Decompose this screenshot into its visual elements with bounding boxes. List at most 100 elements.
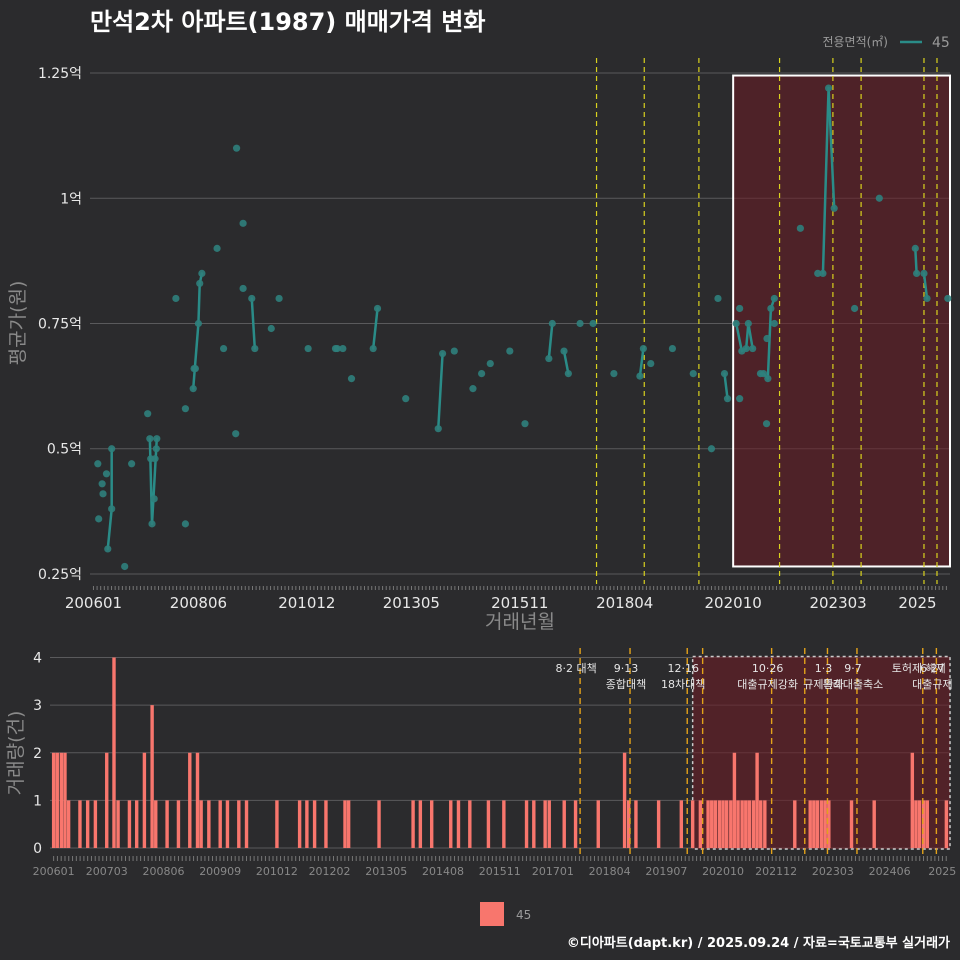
y-tick-label: 0.25억 bbox=[38, 567, 82, 583]
volume-bar bbox=[925, 800, 930, 848]
price-data-point bbox=[720, 370, 729, 378]
price-data-point bbox=[248, 294, 256, 303]
price-data-point bbox=[152, 445, 160, 453]
x-axis-title: 거래년월 bbox=[485, 611, 555, 633]
volume-bar bbox=[112, 657, 116, 848]
volume-x-tick-label: 201408 bbox=[422, 865, 464, 878]
volume-bar bbox=[78, 800, 82, 848]
volume-bar bbox=[721, 800, 725, 848]
volume-x-tick-label: 200806 bbox=[142, 865, 184, 878]
volume-bar bbox=[562, 800, 566, 848]
volume-bar bbox=[736, 800, 740, 848]
price-line-segment bbox=[371, 307, 379, 350]
volume-y-tick-label: 3 bbox=[33, 698, 42, 714]
volume-x-tick-label: 201305 bbox=[365, 865, 407, 878]
price-data-point bbox=[911, 244, 919, 252]
volume-x-tick-label: 201511 bbox=[479, 865, 521, 878]
volume-bar bbox=[188, 752, 192, 848]
volume-bar bbox=[823, 800, 827, 848]
price-data-point bbox=[548, 319, 556, 328]
volume-bar bbox=[626, 800, 631, 848]
volume-y-axis-title: 거래량(건) bbox=[5, 711, 27, 796]
volume-bar bbox=[165, 800, 169, 848]
price-data-point bbox=[194, 319, 203, 328]
price-data-point bbox=[478, 370, 486, 378]
price-data-point bbox=[102, 470, 111, 478]
price-data-point bbox=[521, 420, 529, 428]
volume-bar bbox=[679, 800, 684, 848]
price-data-point bbox=[434, 425, 442, 433]
volume-bar bbox=[449, 800, 453, 848]
y-tick-label: 1.25억 bbox=[38, 66, 82, 82]
price-data-point bbox=[172, 294, 180, 303]
price-data-point bbox=[267, 324, 275, 333]
volume-bar bbox=[944, 800, 949, 848]
price-data-point bbox=[830, 204, 838, 212]
volume-x-tick-label: 2025 bbox=[928, 865, 956, 878]
volume-bar bbox=[740, 800, 744, 848]
price-line-segment bbox=[827, 86, 836, 210]
x-tick-label: 201511 bbox=[491, 594, 548, 612]
volume-bar bbox=[218, 800, 222, 848]
price-line-segment bbox=[250, 297, 257, 350]
price-line-segment bbox=[766, 307, 773, 380]
volume-bar bbox=[312, 800, 317, 848]
volume-bar bbox=[176, 800, 181, 848]
price-data-point bbox=[251, 344, 259, 353]
price-data-point bbox=[347, 375, 356, 383]
volume-legend-entry: 45 bbox=[516, 908, 531, 922]
price-data-point bbox=[181, 405, 190, 413]
price-data-point bbox=[749, 344, 757, 353]
price-data-point bbox=[819, 269, 827, 278]
volume-bar bbox=[849, 800, 854, 848]
volume-bar bbox=[237, 800, 241, 848]
volume-bar bbox=[305, 800, 309, 848]
volume-bar bbox=[690, 800, 695, 848]
x-tick-label: 200806 bbox=[170, 594, 227, 612]
price-data-point bbox=[732, 319, 740, 328]
volume-bar bbox=[150, 705, 154, 848]
price-data-point bbox=[913, 269, 921, 278]
volume-y-tick-label: 1 bbox=[33, 793, 42, 809]
price-data-point bbox=[759, 370, 768, 378]
price-data-point bbox=[99, 490, 107, 498]
price-data-point bbox=[232, 430, 240, 438]
volume-bar bbox=[142, 752, 147, 848]
volume-bar bbox=[634, 800, 638, 848]
price-data-point bbox=[108, 445, 116, 453]
price-data-point bbox=[94, 460, 102, 468]
volume-bar bbox=[815, 800, 820, 848]
volume-legend-swatch bbox=[480, 902, 504, 926]
volume-bar bbox=[729, 800, 733, 848]
chart-title: 만석2차 아파트(1987) 매매가격 변화 bbox=[90, 8, 485, 36]
volume-bar bbox=[429, 800, 434, 848]
volume-bar bbox=[324, 800, 328, 848]
policy-event-label: 규제완화 bbox=[803, 678, 843, 691]
price-data-point bbox=[153, 435, 161, 443]
price-data-point bbox=[232, 144, 241, 152]
price-data-point bbox=[151, 455, 159, 463]
volume-bar bbox=[468, 800, 472, 848]
volume-bar bbox=[532, 800, 536, 848]
volume-bar bbox=[759, 800, 763, 848]
price-data-point bbox=[239, 284, 247, 293]
price-data-point bbox=[723, 395, 732, 403]
price-line-segment bbox=[922, 272, 929, 300]
volume-bar bbox=[706, 800, 710, 848]
volume-bar bbox=[346, 800, 351, 848]
price-data-point bbox=[689, 370, 697, 378]
price-line-segment bbox=[723, 372, 729, 400]
price-line-segment bbox=[197, 282, 201, 325]
volume-bar bbox=[105, 752, 109, 848]
volume-bar bbox=[154, 800, 158, 848]
price-line-segment bbox=[547, 322, 554, 360]
y-tick-label: 0.75억 bbox=[38, 317, 82, 333]
price-data-point bbox=[438, 349, 447, 358]
price-data-point bbox=[875, 194, 883, 202]
volume-bar bbox=[732, 752, 737, 848]
price-data-point bbox=[213, 244, 221, 252]
policy-event-label: 8·2 대책 bbox=[555, 662, 596, 675]
price-data-point bbox=[402, 395, 410, 403]
volume-bar bbox=[66, 800, 71, 848]
